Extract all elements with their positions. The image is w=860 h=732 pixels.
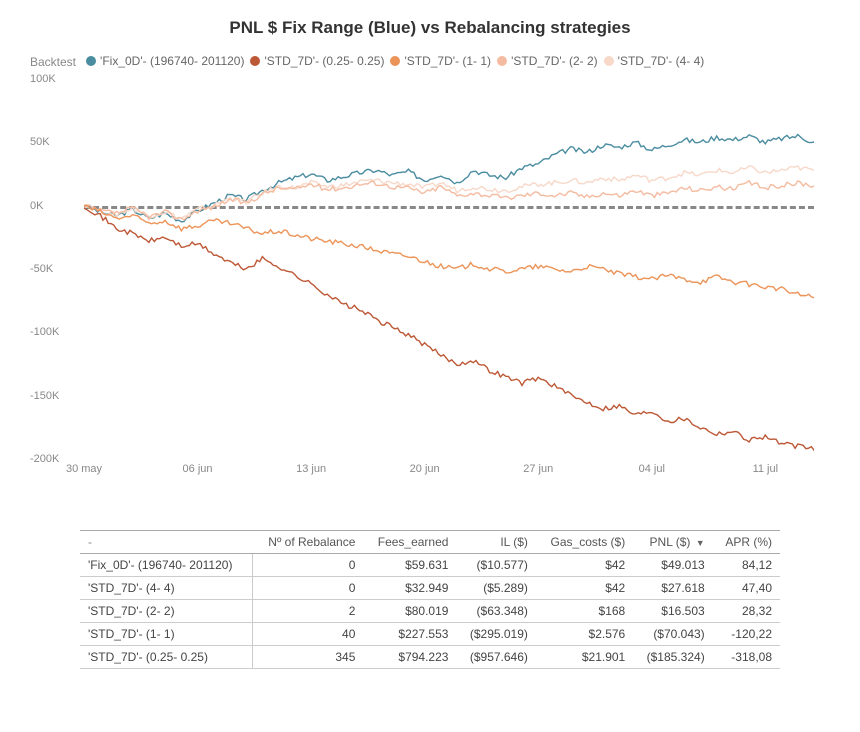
legend-label: 'STD_7D'- (0.25- 0.25) xyxy=(264,54,384,68)
table-row: 'STD_7D'- (2- 2)2$80.019($63.348)$168$16… xyxy=(80,600,780,623)
table-cell: $42 xyxy=(536,577,633,600)
table-cell: $227.553 xyxy=(363,623,456,646)
series-line xyxy=(84,135,814,222)
results-table-container: -Nº of RebalanceFees_earnedIL ($)Gas_cos… xyxy=(80,530,780,669)
table-column-header[interactable]: PNL ($) ▼ xyxy=(633,531,712,554)
series-line xyxy=(84,208,814,450)
table-cell: ($63.348) xyxy=(456,600,535,623)
legend-label: 'STD_7D'- (1- 1) xyxy=(404,54,491,68)
table-cell: ($957.646) xyxy=(456,646,535,669)
legend-item[interactable]: 'Fix_0D'- (196740- 201120) xyxy=(86,54,244,68)
chart-legend: Backtest 'Fix_0D'- (196740- 201120) 'STD_… xyxy=(30,54,830,69)
table-row: 'STD_7D'- (0.25- 0.25)345$794.223($957.6… xyxy=(80,646,780,669)
legend-dot-icon xyxy=(250,56,260,66)
table-row: 'Fix_0D'- (196740- 201120)0$59.631($10.5… xyxy=(80,554,780,577)
table-cell: 28,32 xyxy=(713,600,780,623)
table-cell: 'Fix_0D'- (196740- 201120) xyxy=(80,554,253,577)
table-cell: $2.576 xyxy=(536,623,633,646)
table-cell: ($295.019) xyxy=(456,623,535,646)
y-axis-tick: 50K xyxy=(30,136,50,148)
series-line xyxy=(84,166,814,218)
table-cell: $27.618 xyxy=(633,577,712,600)
table-cell: 40 xyxy=(253,623,364,646)
legend-item[interactable]: 'STD_7D'- (1- 1) xyxy=(390,54,491,68)
chart-container: PNL $ Fix Range (Blue) vs Rebalancing st… xyxy=(30,18,830,498)
legend-dot-icon xyxy=(497,56,507,66)
sort-desc-icon: ▼ xyxy=(696,538,705,548)
y-axis-tick: -200K xyxy=(30,453,59,465)
table-header-row: -Nº of RebalanceFees_earnedIL ($)Gas_cos… xyxy=(80,531,780,554)
table-cell: ($70.043) xyxy=(633,623,712,646)
table-row: 'STD_7D'- (4- 4)0$32.949($5.289)$42$27.6… xyxy=(80,577,780,600)
y-axis-tick: 0K xyxy=(30,200,43,212)
series-line xyxy=(84,205,814,298)
y-axis-tick: -150K xyxy=(30,390,59,402)
y-axis-tick: 100K xyxy=(30,73,56,85)
table-cell: 'STD_7D'- (1- 1) xyxy=(80,623,253,646)
table-body: 'Fix_0D'- (196740- 201120)0$59.631($10.5… xyxy=(80,554,780,669)
legend-dot-icon xyxy=(86,56,96,66)
table-cell: 84,12 xyxy=(713,554,780,577)
y-axis-tick: -50K xyxy=(30,263,53,275)
table-cell: $80.019 xyxy=(363,600,456,623)
table-column-header[interactable]: Fees_earned xyxy=(363,531,456,554)
table-cell: 0 xyxy=(253,577,364,600)
table-cell: $49.013 xyxy=(633,554,712,577)
y-axis-tick: -100K xyxy=(30,326,59,338)
results-table: -Nº of RebalanceFees_earnedIL ($)Gas_cos… xyxy=(80,530,780,669)
table-cell: 0 xyxy=(253,554,364,577)
table-cell: -318,08 xyxy=(713,646,780,669)
legend-title: Backtest xyxy=(30,55,76,69)
legend-item[interactable]: 'STD_7D'- (2- 2) xyxy=(497,54,598,68)
table-column-header[interactable]: Gas_costs ($) xyxy=(536,531,633,554)
legend-label: 'STD_7D'- (2- 2) xyxy=(511,54,598,68)
table-cell: $42 xyxy=(536,554,633,577)
legend-label: 'Fix_0D'- (196740- 201120) xyxy=(100,54,244,68)
table-cell: 'STD_7D'- (4- 4) xyxy=(80,577,253,600)
table-cell: ($185.324) xyxy=(633,646,712,669)
table-cell: 'STD_7D'- (0.25- 0.25) xyxy=(80,646,253,669)
table-cell: $59.631 xyxy=(363,554,456,577)
chart-title: PNL $ Fix Range (Blue) vs Rebalancing st… xyxy=(30,18,830,38)
table-cell: 345 xyxy=(253,646,364,669)
legend-dot-icon xyxy=(604,56,614,66)
table-cell: $21.901 xyxy=(536,646,633,669)
table-cell: 'STD_7D'- (2- 2) xyxy=(80,600,253,623)
table-column-header[interactable]: APR (%) xyxy=(713,531,780,554)
table-cell: $32.949 xyxy=(363,577,456,600)
table-cell: ($10.577) xyxy=(456,554,535,577)
chart-plot: 100K50K0K-50K-100K-150K-200K 30 may06 ju… xyxy=(34,79,814,479)
table-cell: $794.223 xyxy=(363,646,456,669)
table-column-header[interactable]: Nº of Rebalance xyxy=(253,531,364,554)
table-column-header[interactable]: - xyxy=(80,531,253,554)
table-cell: 47,40 xyxy=(713,577,780,600)
legend-item[interactable]: 'STD_7D'- (0.25- 0.25) xyxy=(250,54,384,68)
table-cell: 2 xyxy=(253,600,364,623)
legend-item[interactable]: 'STD_7D'- (4- 4) xyxy=(604,54,705,68)
legend-dot-icon xyxy=(390,56,400,66)
table-cell: ($5.289) xyxy=(456,577,535,600)
legend-label: 'STD_7D'- (4- 4) xyxy=(618,54,705,68)
table-cell: $16.503 xyxy=(633,600,712,623)
table-cell: -120,22 xyxy=(713,623,780,646)
table-column-header[interactable]: IL ($) xyxy=(456,531,535,554)
table-cell: $168 xyxy=(536,600,633,623)
chart-lines xyxy=(84,79,814,479)
table-row: 'STD_7D'- (1- 1)40$227.553($295.019)$2.5… xyxy=(80,623,780,646)
